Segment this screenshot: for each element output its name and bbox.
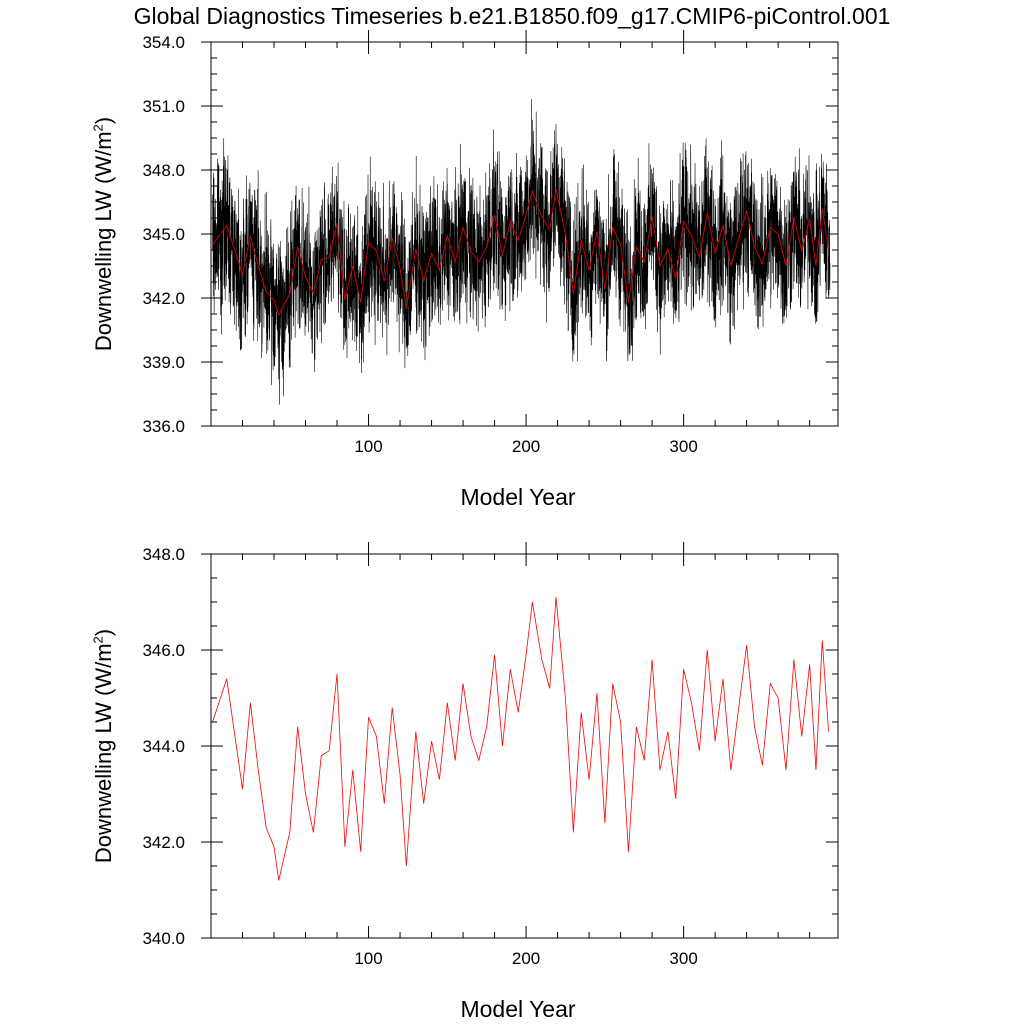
plot-frame xyxy=(210,553,839,939)
x-tick-label: 100 xyxy=(354,437,382,456)
bottom-y-axis-label: Downwelling LW (W/m2) xyxy=(90,628,116,864)
x-tick-label: 200 xyxy=(512,949,540,968)
y-tick-label: 346.0 xyxy=(142,641,185,660)
chart-title: Global Diagnostics Timeseries b.e21.B185… xyxy=(133,3,891,29)
y-tick-label: 354.0 xyxy=(142,33,185,52)
annual-series-line xyxy=(212,597,829,881)
y-tick-label: 340.0 xyxy=(142,929,185,948)
x-tick-label: 300 xyxy=(669,949,697,968)
x-tick-label: 300 xyxy=(669,437,697,456)
y-tick-label: 351.0 xyxy=(142,97,185,116)
y-tick-label: 344.0 xyxy=(142,737,185,756)
top-panel: 100 200 300 336.0 339.0 342.0 345.0 348.0 351.0 3… xyxy=(142,30,839,456)
top-x-axis-label: Model Year xyxy=(460,484,576,510)
y-tick-label: 342.0 xyxy=(142,289,185,308)
monthly-series-line xyxy=(212,99,831,405)
y-tick-label: 336.0 xyxy=(142,417,185,436)
y-tick-label: 348.0 xyxy=(142,545,185,564)
bottom-x-axis-label: Model Year xyxy=(460,996,576,1022)
annual-series-line xyxy=(212,189,830,317)
y-tick-label: 345.0 xyxy=(142,225,185,244)
x-tick-label: 100 xyxy=(354,949,382,968)
bottom-panel: 100 200 300 340.0 342.0 344.0 346.0 348.0 xyxy=(142,542,839,968)
y-tick-label: 339.0 xyxy=(142,353,185,372)
y-tick-label: 348.0 xyxy=(142,161,185,180)
x-tick-label: 200 xyxy=(512,437,540,456)
top-y-axis-label: Downwelling LW (W/m2) xyxy=(90,116,116,352)
y-tick-label: 342.0 xyxy=(142,833,185,852)
